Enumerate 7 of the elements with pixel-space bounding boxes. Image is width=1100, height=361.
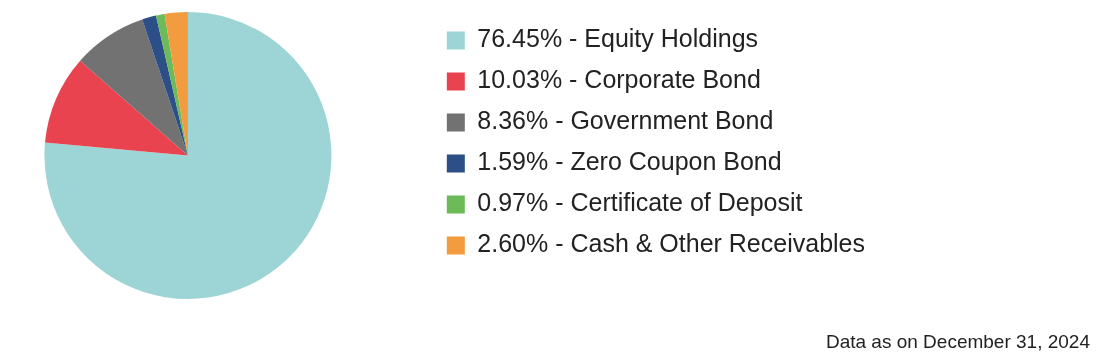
legend-label: 10.03% - Corporate Bond xyxy=(477,65,761,94)
legend-label: 8.36% - Government Bond xyxy=(477,106,774,135)
legend-label: 1.59% - Zero Coupon Bond xyxy=(477,147,782,176)
legend-label: 0.97% - Certificate of Deposit xyxy=(477,188,803,217)
legend-label: 2.60% - Cash & Other Receivables xyxy=(477,229,865,258)
legend-label: 76.45% - Equity Holdings xyxy=(477,24,759,53)
text: Data as on December 31, 2024 xyxy=(825,331,1090,353)
